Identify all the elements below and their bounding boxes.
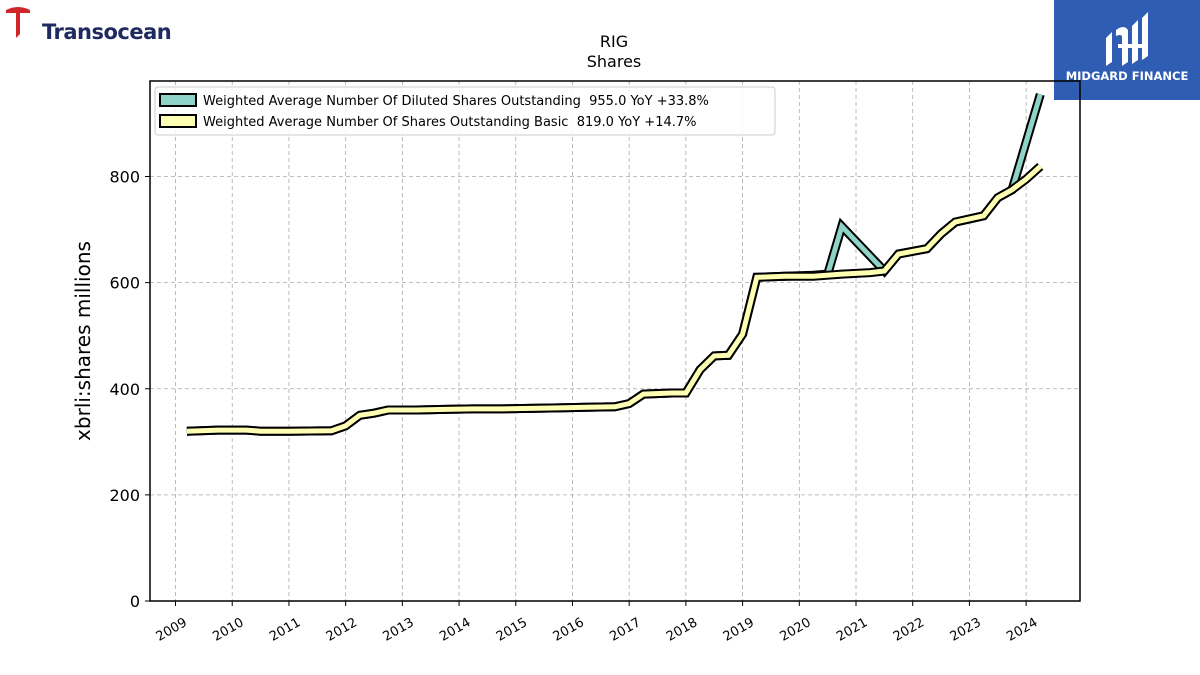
x-tick-label: 2018 [664,615,700,645]
legend-label-basic: Weighted Average Number Of Shares Outsta… [203,115,697,130]
legend-box [154,86,776,136]
midgard-finance-logo-text: MIDGARD FINANCE [1065,69,1189,83]
midgard-emblem-icon [1106,12,1148,66]
x-axis: 2009 2010 2011 2012 2013 2014 2015 2016 2017 2018… [154,601,1040,645]
grid [150,81,1080,601]
y-axis-label: xbrli:shares millions [71,241,95,441]
x-tick-label: 2011 [267,615,303,645]
x-tick-label: 2009 [154,615,190,645]
x-tick-label: 2014 [437,615,473,645]
x-tick-label: 2021 [834,615,870,645]
series-outline [186,93,1045,436]
y-axis: 0 200 400 600 800 [109,168,150,611]
x-tick-label: 2017 [607,615,643,645]
legend-swatch-basic [159,114,197,128]
transocean-emblem-icon [6,7,30,38]
x-tick-label: 2022 [891,615,927,645]
y-tick-label: 200 [109,486,140,505]
y-tick-label: 0 [130,592,140,611]
series-lines [186,93,1045,436]
chart-title: RIG [600,32,628,51]
transocean-logo: Transocean [4,4,194,46]
x-tick-label: 2010 [210,615,246,645]
chart-subtitle: Shares [587,52,642,71]
x-tick-label: 2024 [1004,615,1040,645]
midgard-finance-logo: MIDGARD FINANCE [1054,0,1200,100]
series-fill [186,164,1042,434]
x-tick-label: 2012 [324,615,360,645]
x-tick-label: 2015 [494,615,530,645]
y-tick-label: 600 [109,274,140,293]
y-tick-label: 400 [109,380,140,399]
x-tick-label: 2020 [777,615,813,645]
legend: Weighted Average Number Of Diluted Share… [154,86,776,136]
transocean-logo-text: Transocean [42,20,172,44]
series-fill [186,93,1043,434]
basic-shares-line [186,163,1044,436]
plot-frame [149,80,1081,602]
x-tick-label: 2016 [551,615,587,645]
series-outline [186,163,1044,436]
legend-swatch-diluted [159,93,197,107]
y-tick-label: 800 [109,168,140,187]
legend-label-diluted: Weighted Average Number Of Diluted Share… [203,94,709,109]
x-tick-label: 2013 [381,615,417,645]
x-tick-label: 2023 [948,615,984,645]
x-tick-label: 2019 [721,615,757,645]
diluted-shares-line [186,93,1045,436]
